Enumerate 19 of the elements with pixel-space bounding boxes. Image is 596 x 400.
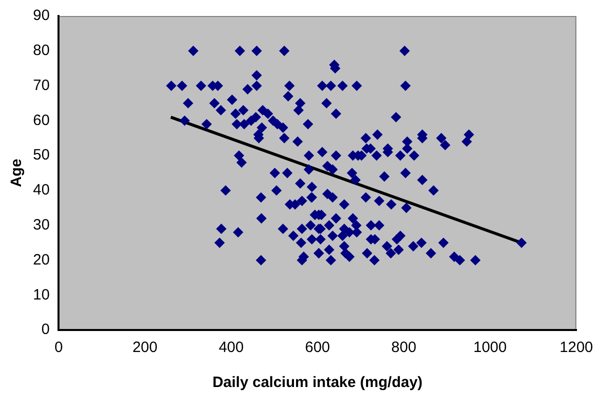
x-tick-label: 1000 [473, 339, 507, 356]
x-tick-label: 400 [218, 339, 244, 356]
y-tick-label: 0 [41, 321, 50, 338]
x-tick-label: 0 [54, 339, 63, 356]
x-tick-label: 200 [132, 339, 158, 356]
x-tick-label: 800 [391, 339, 416, 356]
x-axis-title: Daily calcium intake (mg/day) [212, 374, 423, 392]
y-tick-label: 50 [32, 146, 50, 164]
y-tick-label: 60 [32, 112, 50, 129]
y-tick-label: 10 [32, 286, 50, 304]
y-tick-label: 80 [32, 42, 50, 60]
x-tick-label: 1200 [560, 339, 594, 356]
y-tick-label: 30 [32, 216, 50, 234]
x-tick-label: 600 [304, 339, 330, 356]
y-axis-title: Age [8, 158, 26, 188]
y-tick-label: 90 [32, 7, 50, 24]
y-tick-label: 20 [32, 251, 50, 268]
y-tick-label: 70 [32, 76, 50, 94]
y-tick-label: 40 [32, 182, 50, 199]
